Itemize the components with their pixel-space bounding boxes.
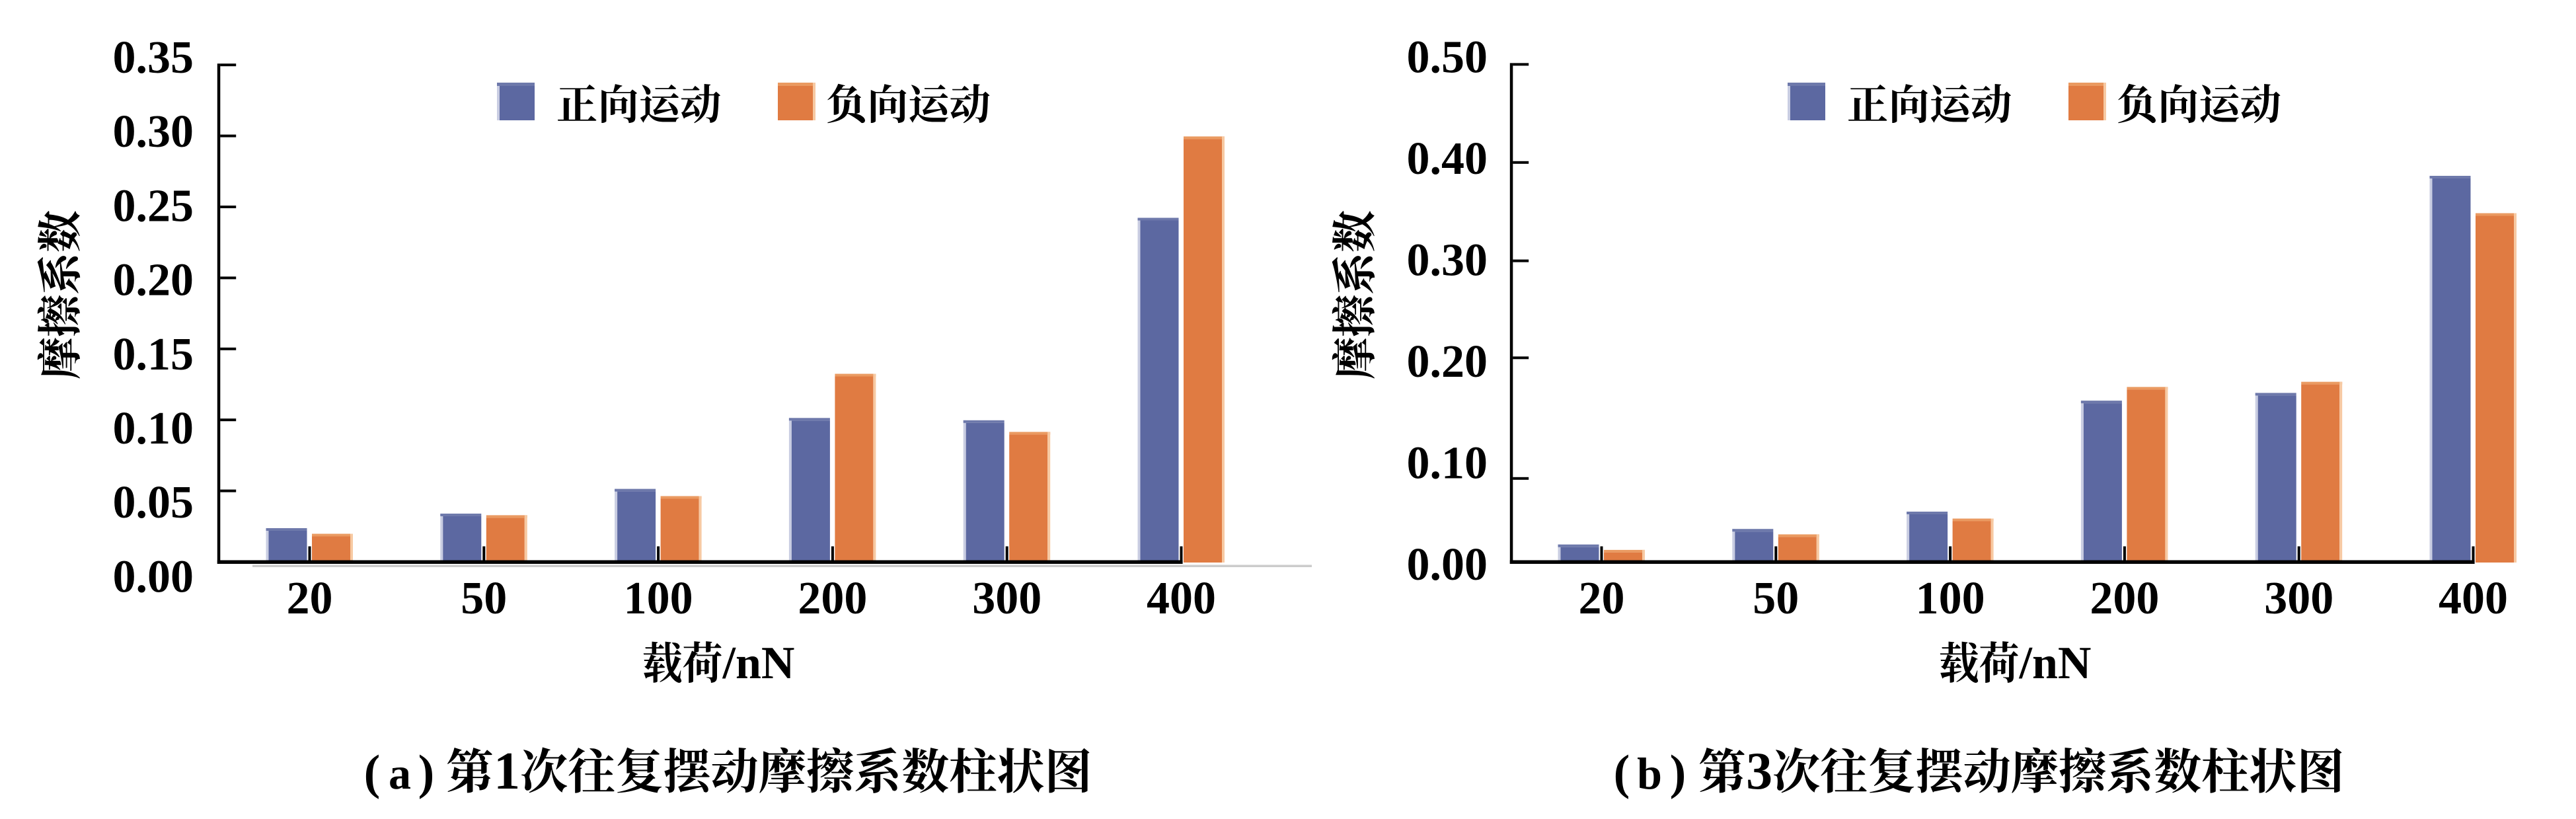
svg-text:400: 400 xyxy=(2439,573,2508,624)
svg-text:0.10: 0.10 xyxy=(1407,438,1488,488)
svg-text:20: 20 xyxy=(287,573,333,624)
svg-text:b: b xyxy=(1637,748,1662,799)
svg-text:(: ( xyxy=(1614,746,1630,800)
svg-text:(: ( xyxy=(364,746,381,800)
svg-text:200: 200 xyxy=(2090,573,2159,624)
svg-text:0.25: 0.25 xyxy=(113,180,194,231)
svg-text:0.35: 0.35 xyxy=(113,32,194,83)
svg-text:): ) xyxy=(1670,746,1686,800)
svg-text:0.00: 0.00 xyxy=(113,551,194,602)
svg-text:20: 20 xyxy=(1579,573,1625,624)
svg-text:200: 200 xyxy=(798,573,867,624)
svg-text:/nN: /nN xyxy=(722,638,795,689)
svg-text:50: 50 xyxy=(1753,573,1799,624)
svg-text:3: 3 xyxy=(1746,742,1772,800)
svg-text:0.30: 0.30 xyxy=(113,106,194,157)
svg-text:0.00: 0.00 xyxy=(1407,539,1488,590)
svg-text:0.30: 0.30 xyxy=(1407,235,1488,286)
svg-text:0.10: 0.10 xyxy=(113,403,194,454)
svg-text:50: 50 xyxy=(461,573,507,624)
svg-text:0.20: 0.20 xyxy=(1407,336,1488,387)
svg-text:300: 300 xyxy=(972,573,1042,624)
svg-text:): ) xyxy=(418,746,435,800)
svg-text:300: 300 xyxy=(2264,573,2333,624)
svg-text:0.05: 0.05 xyxy=(113,477,194,528)
svg-text:/nN: /nN xyxy=(2019,638,2092,689)
svg-text:0.20: 0.20 xyxy=(113,255,194,306)
svg-text:0.40: 0.40 xyxy=(1407,134,1488,184)
svg-text:100: 100 xyxy=(624,573,693,624)
svg-text:400: 400 xyxy=(1147,573,1216,624)
svg-text:100: 100 xyxy=(1916,573,1985,624)
svg-text:a: a xyxy=(389,748,411,799)
svg-text:0.15: 0.15 xyxy=(113,329,194,380)
svg-text:1: 1 xyxy=(494,742,520,800)
svg-text:0.50: 0.50 xyxy=(1407,32,1488,83)
